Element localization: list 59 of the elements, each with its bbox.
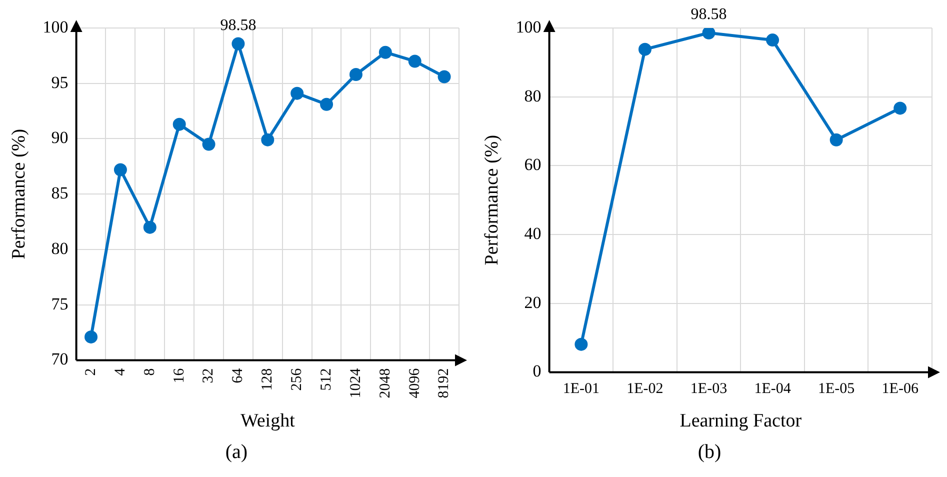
point [172, 118, 186, 131]
point [702, 28, 716, 40]
point [232, 37, 245, 50]
x-axis-title: Learning Factor [680, 410, 802, 432]
point [114, 163, 127, 176]
point [438, 70, 451, 84]
point [378, 46, 392, 59]
x-tick-label: 1E-06 [882, 381, 919, 398]
y-tick-label: 100 [516, 17, 542, 36]
y-tick-label: 90 [51, 128, 68, 148]
y-axis-title: Performance (%) [8, 128, 30, 260]
point [261, 133, 274, 146]
y-tick-label: 95 [51, 72, 68, 92]
y-tick-label: 40 [524, 224, 542, 243]
x-tick-label: 2048 [377, 368, 394, 398]
point [830, 133, 843, 146]
point [349, 68, 362, 82]
x-tick-label: 16 [171, 368, 188, 384]
text: (a) [225, 441, 248, 464]
y-tick-label: 75 [51, 294, 68, 314]
x-tick-label: 64 [230, 368, 246, 384]
x-tick-label: 1E-04 [754, 381, 792, 398]
y-tick-label: 60 [524, 155, 542, 174]
x-tick-label: 32 [200, 368, 217, 384]
x-tick-label: 2 [82, 368, 99, 376]
x-tick-label: 8192 [436, 368, 452, 398]
x-tick-label: 128 [260, 368, 276, 391]
point [408, 54, 422, 68]
y-tick-label: 20 [524, 292, 542, 312]
x-tick-label: 512 [318, 368, 334, 391]
x-tick-label: 4 [112, 368, 128, 376]
x-tick-label: 1E-02 [626, 381, 664, 398]
x-axis-title: Weight [240, 410, 296, 432]
y-tick-label: 0 [532, 362, 542, 381]
point [574, 338, 588, 351]
x-tick-label: 256 [289, 368, 306, 391]
y-tick-label: 70 [51, 350, 68, 369]
point [202, 138, 216, 151]
text: (b) [698, 441, 722, 464]
point [143, 220, 156, 234]
x-tick-label: 1E-01 [562, 381, 600, 398]
x-tick-label: 4096 [406, 368, 423, 398]
x-tick-label: 1E-05 [818, 381, 855, 398]
annotation: 98.58 [690, 6, 727, 24]
point [638, 42, 652, 56]
annotation: 98.58 [220, 16, 256, 34]
y-tick-label: 85 [51, 184, 68, 203]
point [84, 330, 98, 344]
x-tick-label: 8 [142, 368, 158, 376]
y-tick-label: 80 [524, 86, 542, 106]
point [290, 86, 304, 100]
point [766, 34, 780, 47]
point [320, 98, 334, 111]
x-tick-label: 1024 [348, 368, 364, 398]
y-tick-label: 80 [51, 238, 68, 258]
y-axis-title: Performance (%) [481, 134, 502, 266]
x-tick-label: 1E-03 [690, 381, 728, 398]
point [894, 102, 907, 115]
y-tick-label: 100 [42, 17, 68, 36]
